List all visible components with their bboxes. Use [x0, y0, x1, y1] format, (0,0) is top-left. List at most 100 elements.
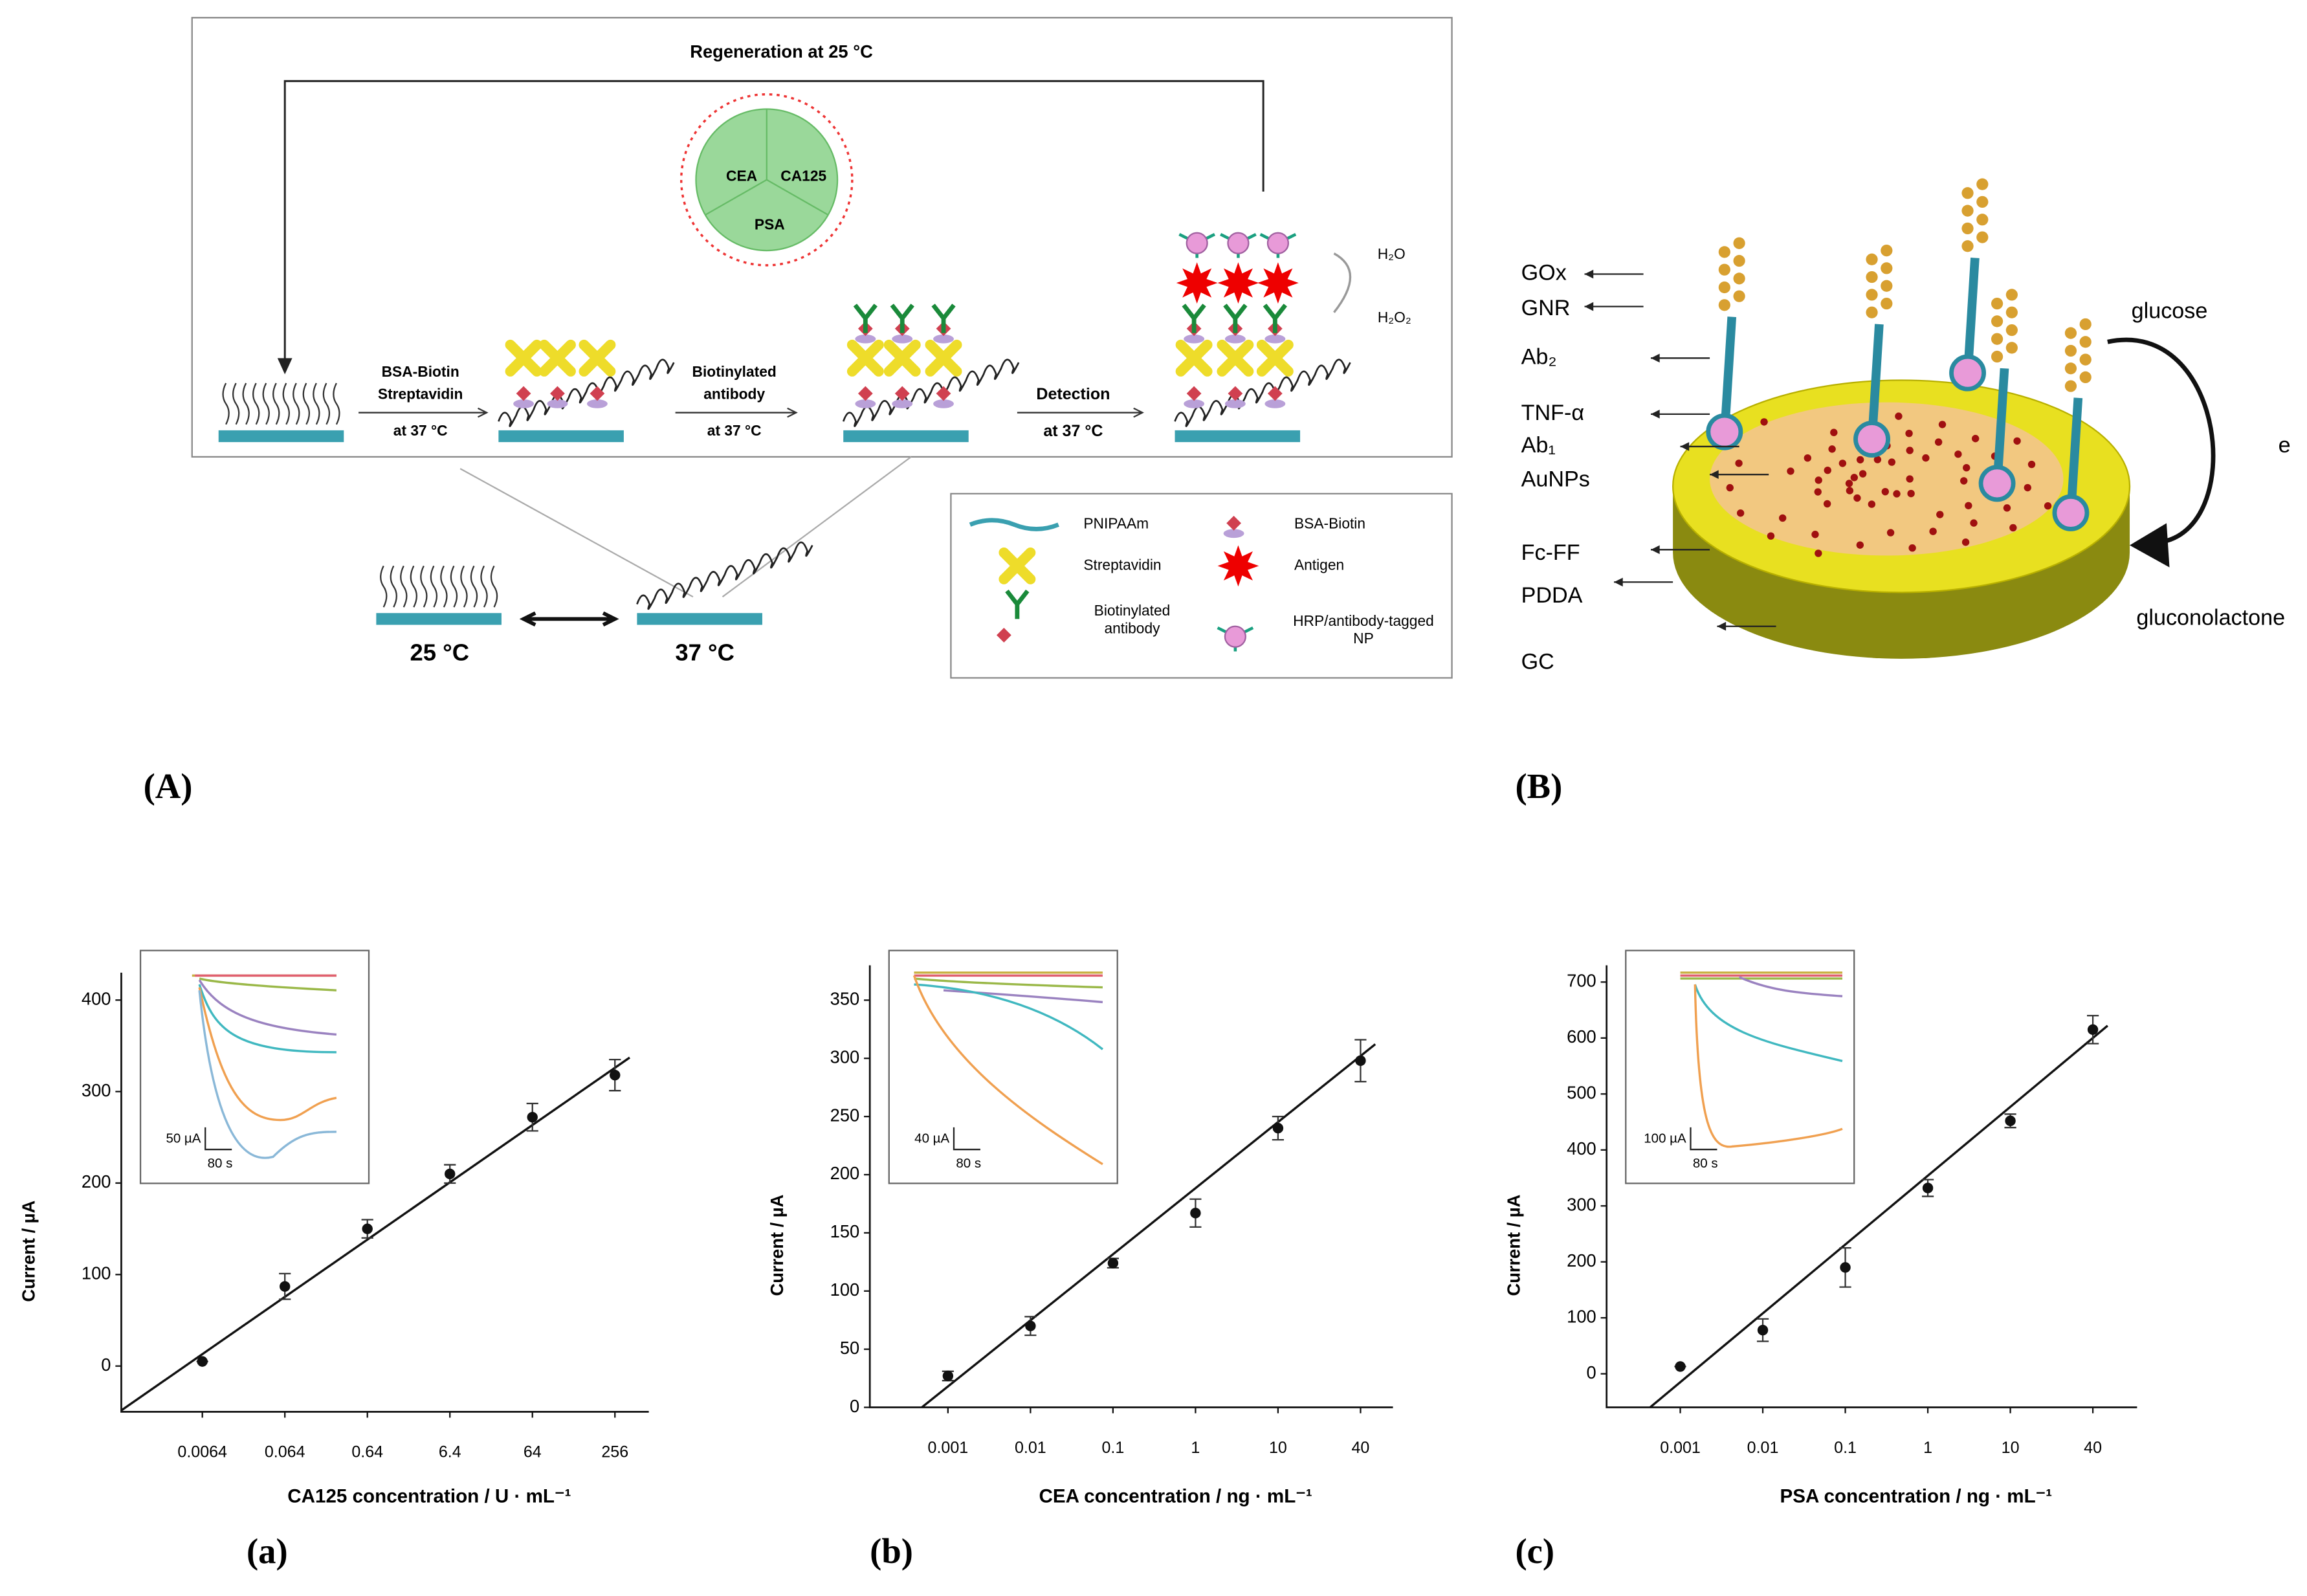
label: H₂O	[1378, 245, 1406, 262]
legend-line: Biotinylated	[1094, 602, 1171, 619]
aunp	[1963, 464, 1970, 472]
arrow-head	[1584, 302, 1594, 311]
aunp	[1767, 532, 1775, 540]
zoom-lines	[459, 456, 912, 598]
streptavidin	[925, 339, 962, 377]
arrow-head	[1680, 442, 1690, 451]
bsa	[855, 334, 876, 344]
arrow-head	[1650, 353, 1660, 363]
aunp	[1906, 447, 1914, 454]
aunp	[2003, 504, 2011, 512]
polymer-brush	[380, 565, 498, 608]
x-tick-label: 0.1	[1101, 1439, 1124, 1457]
label: CA125	[780, 167, 826, 184]
antigen	[1217, 262, 1259, 304]
antigen	[1176, 262, 1218, 304]
gox	[1976, 231, 1989, 243]
aunp	[1735, 460, 1743, 467]
reaction-arrow	[2107, 337, 2216, 545]
x-tick-label: 10	[2002, 1439, 2020, 1457]
x-tick-label: 0.001	[928, 1439, 969, 1457]
inset-curve	[1738, 976, 1843, 997]
aunp	[1888, 458, 1896, 466]
aunp	[1824, 467, 1831, 474]
aunp	[1828, 445, 1836, 453]
layer-label: Fc-FF	[1521, 540, 1580, 565]
cycle-divider	[704, 109, 829, 216]
bsa	[933, 399, 954, 408]
data-point	[362, 1223, 373, 1234]
aunp	[1905, 429, 1913, 438]
gox	[1866, 271, 1878, 283]
inset-curve	[912, 975, 1103, 1166]
aunp	[1936, 511, 1944, 518]
aunp	[1965, 502, 1972, 509]
polymer-coil	[498, 359, 675, 427]
antibody	[931, 304, 956, 333]
data-point	[1190, 1208, 1201, 1219]
bsa	[1223, 529, 1244, 538]
gox	[2064, 362, 2077, 375]
aunp	[1856, 541, 1864, 549]
y-tick-label: 400	[82, 988, 111, 1008]
aunp	[1787, 467, 1794, 475]
layer-label: GNR	[1521, 296, 1571, 320]
streptavidin	[1256, 339, 1294, 377]
bsa	[547, 399, 568, 408]
bsa	[586, 399, 608, 408]
inset-curve	[198, 984, 337, 1054]
bsa	[892, 334, 913, 344]
aunp	[1804, 454, 1811, 462]
aunp	[1736, 509, 1745, 517]
x-axis-label: PSA concentration / ng · mL⁻¹	[1780, 1485, 2053, 1507]
legend-entry: Biotinylated antibody	[1094, 602, 1171, 636]
y-tick-label: 300	[82, 1080, 111, 1100]
legend-entry: HRP/antibody-tagged NP	[1293, 612, 1434, 647]
label: Regeneration at 25 °C	[690, 41, 873, 61]
gox	[1733, 290, 1745, 302]
polymer-coil	[636, 541, 813, 610]
bsa	[1264, 334, 1286, 344]
inset-scale-y: 100 µA	[1644, 1131, 1686, 1146]
x-tick-label: 1	[1923, 1439, 1932, 1457]
panel-label: (c)	[1516, 1531, 1555, 1571]
gox	[2079, 353, 2092, 366]
legend-biotin	[996, 628, 1011, 643]
inset-curve	[199, 977, 337, 992]
label: at 37 °C	[393, 422, 448, 439]
x-axis-label: CEA concentration / ng · mL⁻¹	[1039, 1485, 1312, 1507]
label: e	[2279, 433, 2291, 458]
y-tick-label: 50	[840, 1338, 859, 1358]
aunp	[1929, 527, 1937, 535]
tnf	[1853, 421, 1891, 458]
aunp	[1954, 450, 1962, 458]
data-point	[610, 1069, 621, 1081]
gox	[2005, 306, 2018, 318]
data-point	[1757, 1325, 1769, 1336]
gox	[1718, 299, 1730, 311]
y-tick-label: 100	[830, 1280, 860, 1300]
label: PSA	[755, 216, 785, 232]
x-tick-label: 10	[1269, 1439, 1287, 1457]
y-tick-label: 500	[1567, 1083, 1596, 1103]
aunp	[1934, 438, 1943, 446]
legend-line: HRP/antibody-tagged	[1293, 612, 1434, 629]
tnf	[1949, 354, 1987, 392]
antibody	[1263, 304, 1287, 333]
x-axis-label: CA125 concentration / U · mL⁻¹	[287, 1485, 571, 1507]
aunp	[1811, 531, 1819, 538]
data-point	[1272, 1122, 1284, 1134]
legend-line: antibody	[1104, 619, 1160, 636]
x-tick-label: 6.4	[439, 1443, 461, 1461]
layer-label: AuNPs	[1521, 467, 1590, 491]
antibody	[890, 304, 914, 333]
aunp	[1838, 460, 1847, 467]
inset-curve	[1694, 984, 1843, 1063]
tnf	[1978, 465, 2016, 502]
x-tick-label: 0.64	[351, 1443, 383, 1461]
surface	[218, 430, 344, 443]
layer-label: PDDA	[1521, 583, 1583, 608]
data-point	[527, 1111, 538, 1123]
arrow-head	[1650, 410, 1660, 419]
aunp	[1881, 487, 1889, 496]
